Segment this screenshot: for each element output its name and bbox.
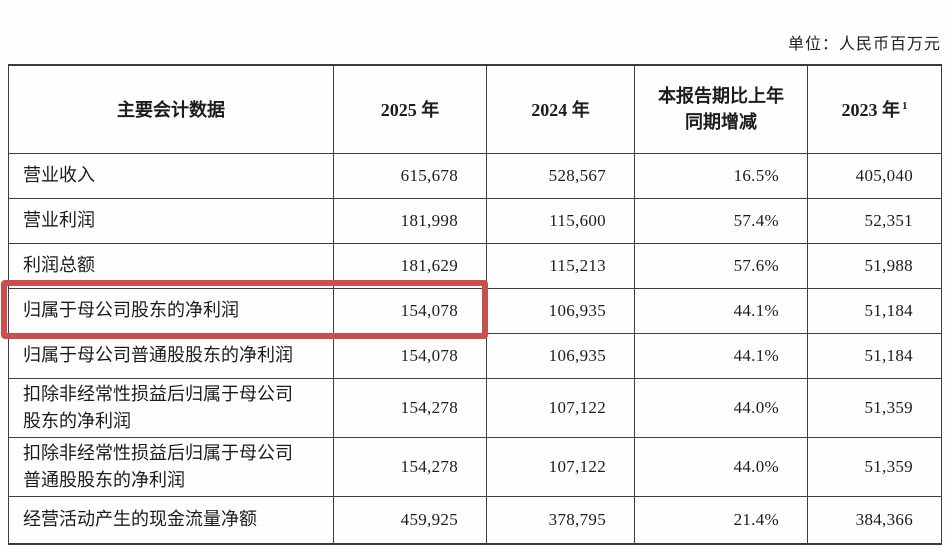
header-2025: 2025 年 xyxy=(333,64,487,154)
table-row: 营业收入 615,678 528,567 16.5% 405,040 xyxy=(8,152,942,199)
value-cell-change: 57.4% xyxy=(634,197,808,244)
value-cell-2023: 51,359 xyxy=(807,436,942,497)
row-label-cell: 扣除非经常性损益后归属于母公司股东的净利润 xyxy=(8,377,334,438)
value-cell-2024: 106,935 xyxy=(486,287,635,334)
value-cell-2025: 154,278 xyxy=(333,377,487,438)
header-2024: 2024 年 xyxy=(486,64,635,154)
value-cell-2024: 107,122 xyxy=(486,377,635,438)
value-cell-change: 16.5% xyxy=(634,152,808,199)
table-row: 扣除非经常性损益后归属于母公司普通股股东的净利润 154,278 107,122… xyxy=(8,436,942,497)
value-cell-2024: 378,795 xyxy=(486,495,635,545)
value-cell-2023: 51,184 xyxy=(807,332,942,379)
table-row: 营业利润 181,998 115,600 57.4% 52,351 xyxy=(8,197,942,244)
value-cell-change: 57.6% xyxy=(634,242,808,289)
value-cell-2024: 107,122 xyxy=(486,436,635,497)
header-change: 本报告期比上年同期增减 xyxy=(634,64,808,154)
value-cell-2023: 51,184 xyxy=(807,287,942,334)
value-cell-2023: 52,351 xyxy=(807,197,942,244)
value-cell-2023: 405,040 xyxy=(807,152,942,199)
row-label-cell: 营业收入 xyxy=(8,152,334,199)
value-cell-change: 44.1% xyxy=(634,332,808,379)
header-2023-label: 2023 年 xyxy=(841,100,901,121)
value-cell-2025: 459,925 xyxy=(333,495,487,545)
row-label-cell: 归属于母公司股东的净利润 xyxy=(8,287,334,334)
value-cell-2024: 528,567 xyxy=(486,152,635,199)
table-row: 利润总额 181,629 115,213 57.6% 51,988 xyxy=(8,242,942,289)
value-cell-2025: 615,678 xyxy=(333,152,487,199)
value-cell-2025: 181,629 xyxy=(333,242,487,289)
table-row: 扣除非经常性损益后归属于母公司股东的净利润 154,278 107,122 44… xyxy=(8,377,942,438)
row-label-cell: 经营活动产生的现金流量净额 xyxy=(8,495,334,545)
value-cell-2023: 384,366 xyxy=(807,495,942,545)
value-cell-2024: 115,600 xyxy=(486,197,635,244)
row-label-cell: 营业利润 xyxy=(8,197,334,244)
value-cell-2023: 51,988 xyxy=(807,242,942,289)
table-row: 经营活动产生的现金流量净额 459,925 378,795 21.4% 384,… xyxy=(8,495,942,545)
footnote-marker: 1 xyxy=(902,100,908,113)
table-row: 归属于母公司普通股股东的净利润 154,078 106,935 44.1% 51… xyxy=(8,332,942,379)
row-label-cell: 扣除非经常性损益后归属于母公司普通股股东的净利润 xyxy=(8,436,334,497)
value-cell-2025: 154,078 xyxy=(333,332,487,379)
value-cell-2025: 154,078 xyxy=(333,287,487,334)
table-row-highlighted: 归属于母公司股东的净利润 154,078 106,935 44.1% 51,18… xyxy=(8,287,942,334)
unit-note: 单位：人民币百万元 xyxy=(787,36,941,53)
row-label-cell: 利润总额 xyxy=(8,242,334,289)
value-cell-change: 21.4% xyxy=(634,495,808,545)
value-cell-2023: 51,359 xyxy=(807,377,942,438)
row-label-cell: 归属于母公司普通股股东的净利润 xyxy=(8,332,334,379)
value-cell-2025: 154,278 xyxy=(333,436,487,497)
value-cell-2024: 106,935 xyxy=(486,332,635,379)
value-cell-2024: 115,213 xyxy=(486,242,635,289)
header-change-label: 本报告期比上年同期增减 xyxy=(658,86,784,133)
value-cell-change: 44.1% xyxy=(634,287,808,334)
header-metric: 主要会计数据 xyxy=(8,64,334,154)
value-cell-change: 44.0% xyxy=(634,436,808,497)
value-cell-change: 44.0% xyxy=(634,377,808,438)
value-cell-2025: 181,998 xyxy=(333,197,487,244)
